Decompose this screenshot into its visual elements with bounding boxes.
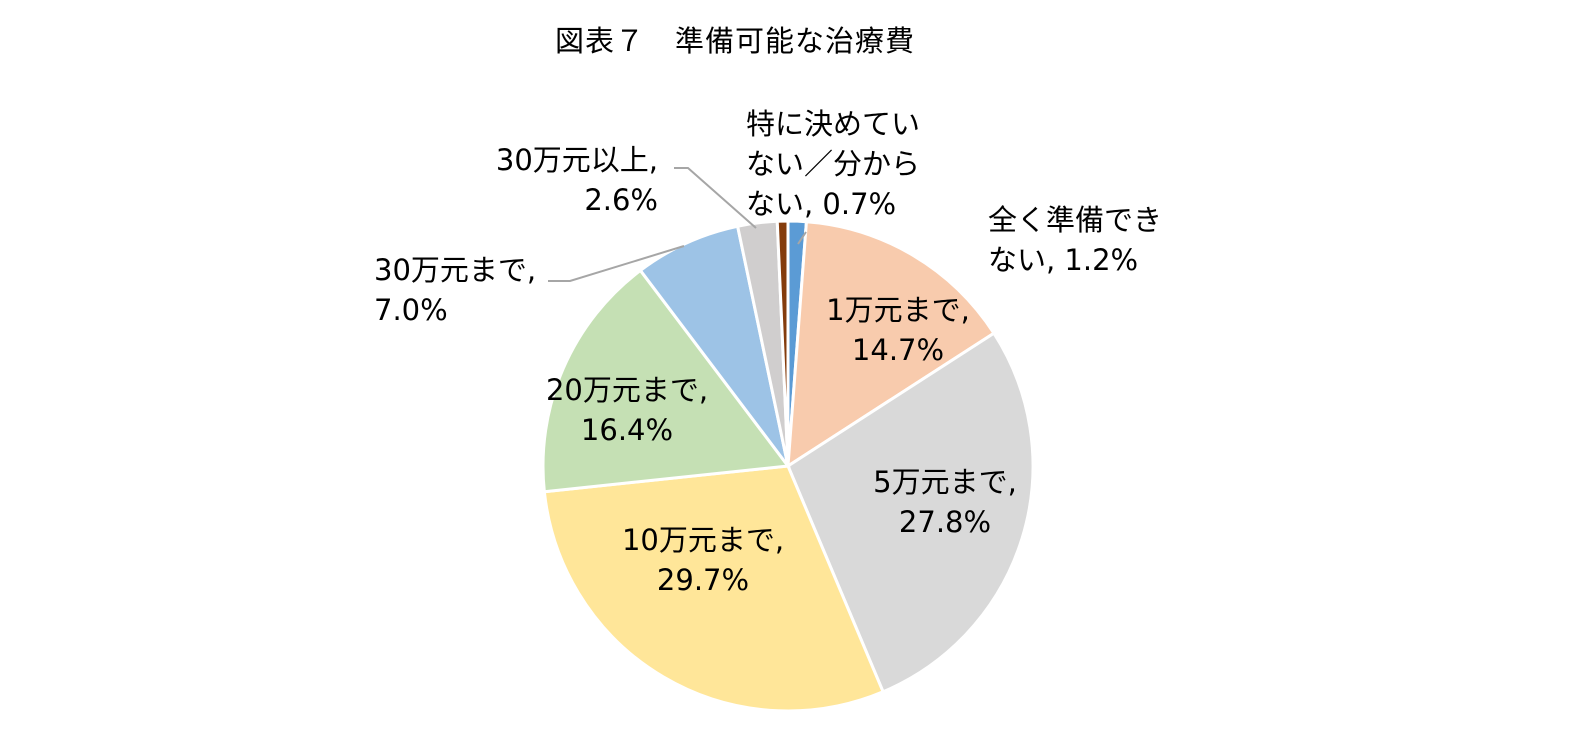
- slice-label-4: 10万元まで, 29.7%: [618, 520, 788, 600]
- slice-label-line: 1万元まで,: [826, 293, 970, 327]
- slice-label-line: 30万元以上,: [495, 143, 658, 177]
- slice-label-line: 20万元まで,: [545, 373, 709, 407]
- slice-label-8: 特に決めてい ない／分から ない, 0.7%: [746, 104, 926, 224]
- slice-label-line: 5万元まで,: [873, 465, 1017, 499]
- slice-label-line: ない, 1.2%: [988, 243, 1139, 277]
- slice-label-1: 全く準備でき ない, 1.2%: [988, 200, 1163, 280]
- pie-slice-6: [638, 224, 790, 467]
- slice-label-6: 30万元まで, 7.0%: [374, 250, 544, 330]
- slice-label-line: 2.6%: [584, 183, 658, 217]
- slice-label-line: 10万元まで,: [621, 523, 785, 557]
- leader-line-1: [548, 245, 685, 282]
- slice-label-7: 30万元以上, 2.6%: [478, 140, 658, 220]
- slice-label-line: 29.7%: [656, 563, 750, 597]
- slice-label-line: 7.0%: [374, 293, 448, 327]
- leader-line-2: [674, 167, 757, 229]
- slice-label-2: 1万元まで, 14.7%: [818, 290, 978, 370]
- pie-slice-5: [541, 268, 791, 494]
- chart-title: 図表７ 準備可能な治療費: [554, 24, 915, 58]
- slice-label-line: ない／分から: [746, 147, 921, 181]
- slice-label-line: 27.8%: [898, 505, 992, 539]
- pie-slice-3: [786, 331, 1035, 694]
- slice-label-line: 特に決めてい: [746, 107, 921, 141]
- pie-slice-2: [786, 220, 996, 469]
- slice-label-3: 5万元まで, 27.8%: [870, 462, 1020, 542]
- slice-label-line: ない, 0.7%: [746, 187, 897, 221]
- slice-label-5: 20万元まで, 16.4%: [542, 370, 712, 450]
- slice-label-line: 16.4%: [580, 413, 674, 447]
- leader-line-3: [797, 231, 807, 245]
- pie-slice-8: [775, 219, 790, 467]
- slice-label-line: 30万元まで,: [374, 253, 537, 287]
- slice-label-line: 全く準備でき: [988, 203, 1163, 237]
- pie-slice-4: [542, 464, 886, 713]
- slice-label-line: 14.7%: [851, 333, 945, 367]
